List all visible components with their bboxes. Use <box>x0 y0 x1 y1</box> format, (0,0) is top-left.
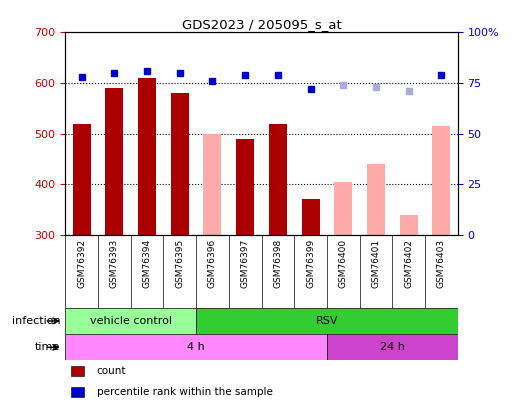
Title: GDS2023 / 205095_s_at: GDS2023 / 205095_s_at <box>181 18 342 31</box>
Text: GSM76392: GSM76392 <box>77 239 86 288</box>
Text: infection: infection <box>12 316 60 326</box>
Text: GSM76402: GSM76402 <box>404 239 413 288</box>
Bar <box>327 334 458 360</box>
Bar <box>106 88 123 235</box>
Text: GSM76394: GSM76394 <box>143 239 152 288</box>
Bar <box>203 134 221 235</box>
Text: 4 h: 4 h <box>187 342 205 352</box>
Bar <box>171 93 189 235</box>
Text: GSM76396: GSM76396 <box>208 239 217 288</box>
Text: GSM76401: GSM76401 <box>371 239 380 288</box>
Bar <box>65 308 196 334</box>
Text: percentile rank within the sample: percentile rank within the sample <box>97 387 272 396</box>
Bar <box>65 334 327 360</box>
Text: GSM76397: GSM76397 <box>241 239 249 288</box>
Text: GSM76400: GSM76400 <box>339 239 348 288</box>
Bar <box>433 126 450 235</box>
Text: GSM76393: GSM76393 <box>110 239 119 288</box>
Text: GSM76403: GSM76403 <box>437 239 446 288</box>
Bar <box>302 199 320 235</box>
Bar <box>400 215 417 235</box>
Bar <box>334 182 352 235</box>
Text: GSM76398: GSM76398 <box>274 239 282 288</box>
Bar <box>367 164 385 235</box>
Bar <box>138 78 156 235</box>
Bar <box>236 139 254 235</box>
Text: time: time <box>35 342 60 352</box>
Bar <box>196 308 458 334</box>
Text: GSM76395: GSM76395 <box>175 239 184 288</box>
Bar <box>269 124 287 235</box>
Text: count: count <box>97 366 126 375</box>
Text: 24 h: 24 h <box>380 342 405 352</box>
Text: GSM76399: GSM76399 <box>306 239 315 288</box>
Text: RSV: RSV <box>315 316 338 326</box>
Text: vehicle control: vehicle control <box>90 316 172 326</box>
Bar <box>73 124 90 235</box>
